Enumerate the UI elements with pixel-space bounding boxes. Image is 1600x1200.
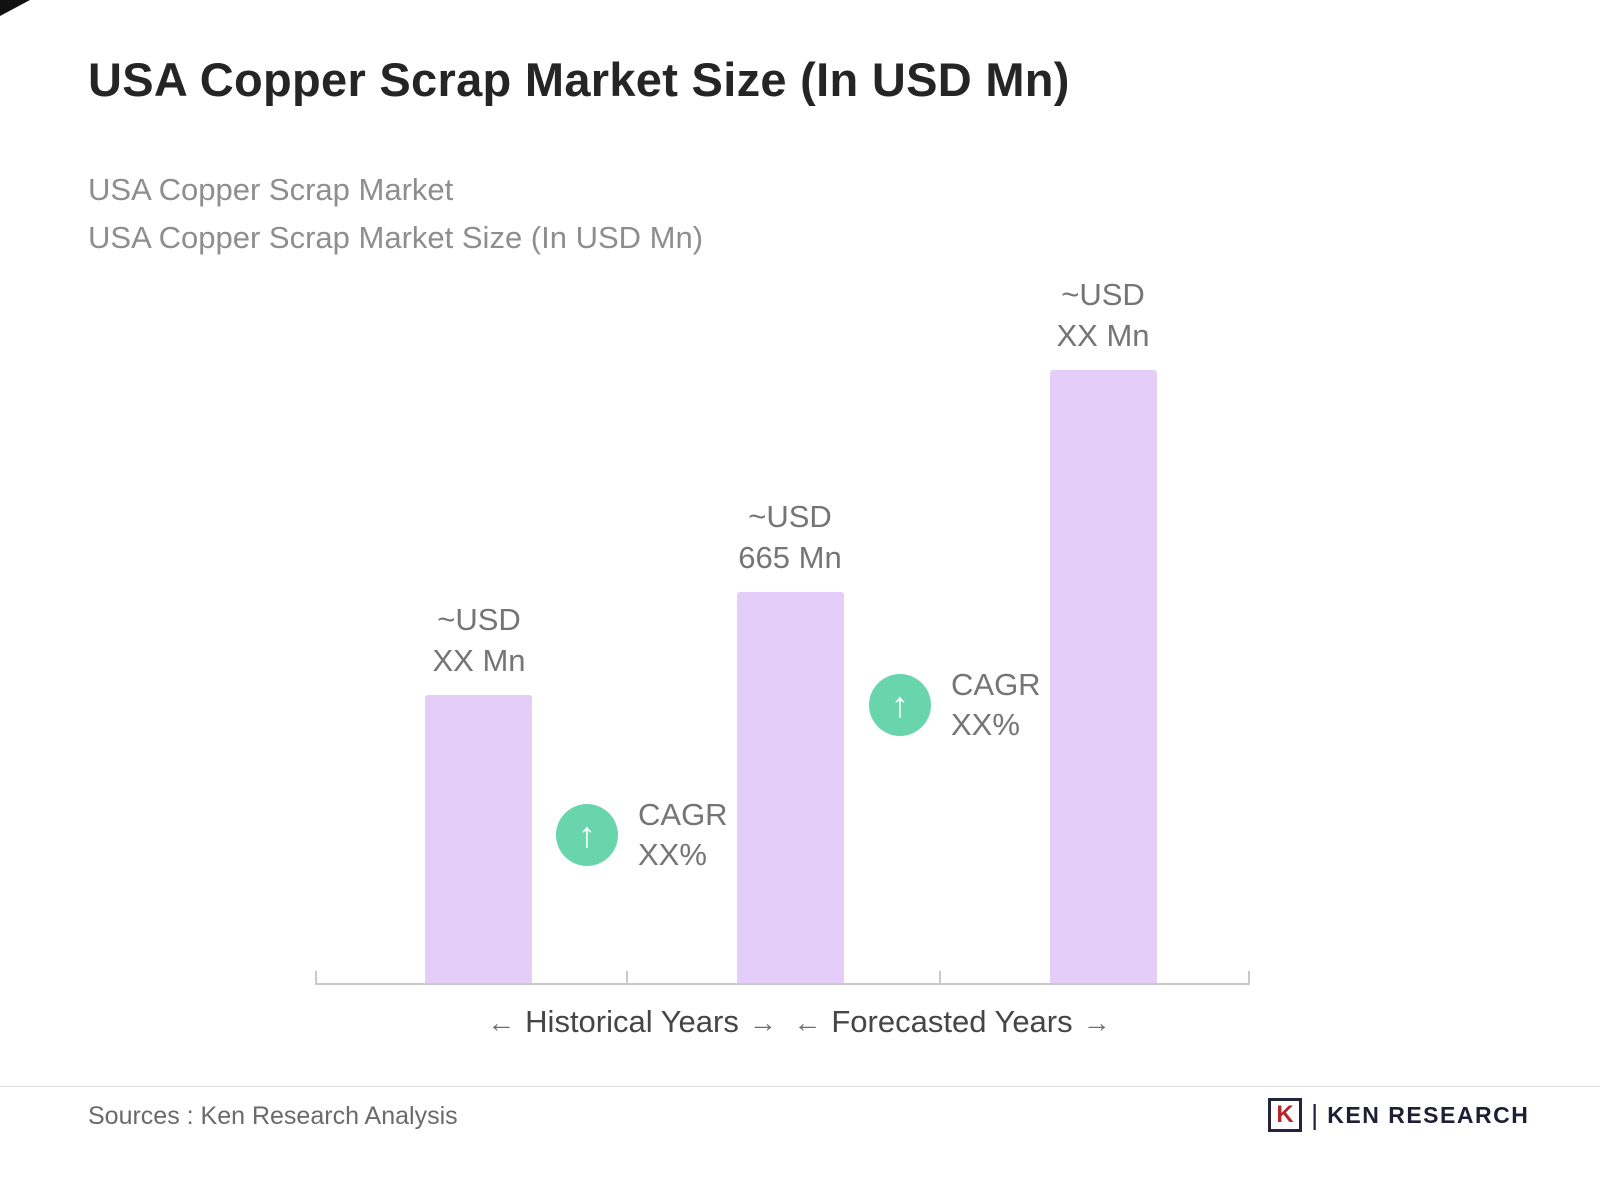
bar3-label-line1: ~USD — [1061, 277, 1145, 312]
logo-separator: | — [1311, 1099, 1319, 1130]
sources-note: Sources : Ken Research Analysis — [88, 1102, 458, 1130]
logo-letter: K — [1276, 1101, 1294, 1128]
cagr2-line1: CAGR — [951, 667, 1041, 702]
bar1-label-line1: ~USD — [437, 602, 521, 637]
subtitle-line-1: USA Copper Scrap Market — [88, 172, 454, 207]
axis-tick — [315, 971, 317, 984]
subtitle-line-2: USA Copper Scrap Market Size (In USD Mn) — [88, 220, 704, 255]
forecasted-years-label: Forecasted Years — [831, 1004, 1073, 1039]
axis-group-forecasted: ← Forecasted Years → — [752, 1004, 1152, 1040]
bar-chart: ~USD XX Mn ~USD 665 Mn ~USD XX Mn — [315, 277, 1250, 985]
ken-research-logo-icon: K — [1268, 1098, 1302, 1132]
cagr-text-2: CAGR XX% — [951, 665, 1041, 745]
chart-subtitle: USA Copper Scrap Market USA Copper Scrap… — [88, 166, 703, 262]
left-arrow-icon: ← — [793, 1007, 822, 1038]
cagr-annotation-2: ↑ CAGR XX% — [869, 665, 1041, 745]
up-arrow-circle-icon: ↑ — [556, 804, 618, 866]
corner-mark — [0, 0, 30, 16]
bar-current — [737, 592, 844, 985]
brand-name: KEN RESEARCH — [1327, 1101, 1530, 1128]
bar-historical — [425, 695, 532, 985]
ken-research-logo: K | KEN RESEARCH — [1268, 1098, 1529, 1132]
x-axis — [315, 983, 1250, 985]
cagr-text-1: CAGR XX% — [638, 795, 728, 875]
footer-divider — [0, 1086, 1600, 1087]
cagr1-line1: CAGR — [638, 797, 728, 832]
cagr-annotation-1: ↑ CAGR XX% — [556, 795, 728, 875]
bar3-label-line2: XX Mn — [1056, 318, 1150, 353]
historical-years-label: Historical Years — [525, 1004, 739, 1039]
cagr2-line2: XX% — [951, 707, 1020, 742]
up-arrow-circle-icon: ↑ — [869, 674, 931, 736]
bar2-label-line2: 665 Mn — [738, 540, 842, 575]
right-arrow-icon: → — [1082, 1007, 1111, 1038]
axis-tick — [626, 971, 628, 984]
right-arrow-icon: → — [748, 1007, 777, 1038]
up-arrow-icon: ↑ — [891, 684, 909, 725]
bar-value-label-current: ~USD 665 Mn — [670, 496, 910, 578]
up-arrow-icon: ↑ — [578, 814, 596, 855]
page-title: USA Copper Scrap Market Size (In USD Mn) — [88, 53, 1070, 106]
cagr1-line2: XX% — [638, 837, 707, 872]
left-arrow-icon: ← — [487, 1007, 516, 1038]
axis-tick — [939, 971, 941, 984]
bar1-label-line2: XX Mn — [432, 643, 526, 678]
bar-value-label-historical: ~USD XX Mn — [359, 599, 599, 681]
bar-forecast — [1050, 370, 1157, 985]
bar2-label-line1: ~USD — [748, 499, 832, 534]
axis-group-historical: ← Historical Years → — [432, 1004, 832, 1040]
axis-tick — [1248, 971, 1250, 984]
bar-value-label-forecast: ~USD XX Mn — [983, 274, 1223, 356]
